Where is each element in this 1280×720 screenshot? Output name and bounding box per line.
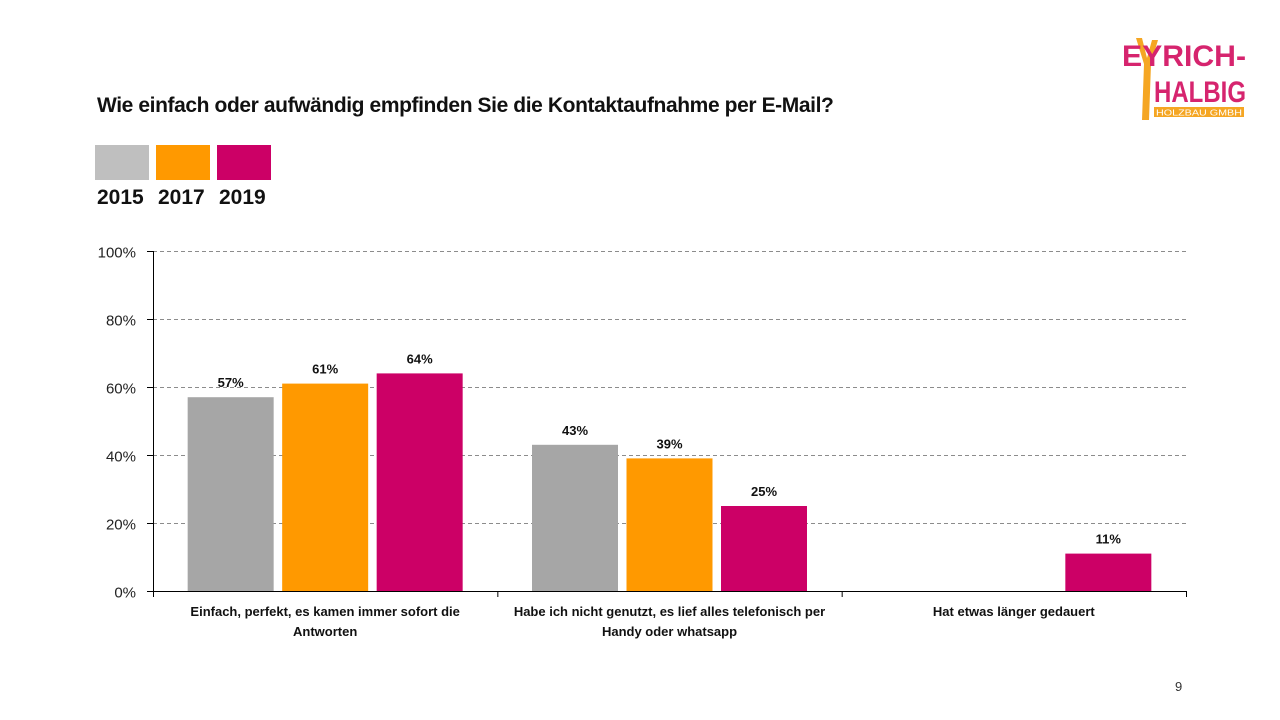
data-label-2015: 43% <box>562 423 588 438</box>
data-label-2019: 64% <box>407 351 433 366</box>
data-label-2019: 25% <box>751 484 777 499</box>
x-category-label: Hat etwas länger gedauert <box>844 602 1184 622</box>
page-number: 9 <box>1175 679 1183 694</box>
y-tick-label: 100% <box>98 245 136 262</box>
x-category-label: Habe ich nicht genutzt, es lief alles te… <box>500 602 840 642</box>
legend-swatch-2019 <box>217 145 271 180</box>
legend-label-2017: 2017 <box>158 186 205 209</box>
data-label-2019: 11% <box>1096 532 1122 547</box>
logo-line2: HALBIG <box>1154 76 1246 109</box>
x-category-label-line: Hat etwas länger gedauert <box>932 604 1095 619</box>
bar-2017 <box>626 458 713 591</box>
x-category-label-line: Habe ich nicht genutzt, es lief alles te… <box>513 604 826 619</box>
y-tick-label: 80% <box>106 313 136 330</box>
legend-swatch-2015 <box>95 145 149 180</box>
bar-2015 <box>532 444 618 591</box>
logo-line1: EYRICH- <box>1122 40 1246 73</box>
company-logo: EYRICH- HALBIG HOLZBAU GMBH <box>1122 38 1246 120</box>
logo-tagline-bar <box>1154 107 1244 117</box>
x-category-label-line: Handy oder whatsapp <box>601 624 738 639</box>
y-tick-label: 20% <box>106 517 136 534</box>
data-label-2015: 57% <box>218 375 244 390</box>
legend-swatch-2017 <box>156 145 210 180</box>
bar-2019 <box>721 506 807 591</box>
y-tick-label: 60% <box>106 381 136 398</box>
x-category-label: Einfach, perfekt, es kamen immer sofort … <box>155 602 495 642</box>
bar-2019 <box>376 373 463 591</box>
bar-2017 <box>282 383 369 591</box>
x-category-label-line: Antworten <box>293 624 358 639</box>
chart-title: Wie einfach oder aufwändig empfinden Sie… <box>97 94 834 117</box>
bar-2019 <box>1065 553 1152 591</box>
data-label-2017: 39% <box>656 436 682 451</box>
bar-2015 <box>187 397 274 591</box>
legend-label-2019: 2019 <box>219 186 266 209</box>
data-label-2017: 61% <box>312 362 338 377</box>
legend-label-2015: 2015 <box>97 186 144 209</box>
logo-y-stroke <box>1136 38 1158 120</box>
logo-tagline: HOLZBAU GMBH <box>1156 108 1242 118</box>
x-category-label-line: Einfach, perfekt, es kamen immer sofort … <box>190 604 460 619</box>
y-tick-label: 40% <box>106 449 136 466</box>
y-tick-label: 0% <box>114 585 136 602</box>
